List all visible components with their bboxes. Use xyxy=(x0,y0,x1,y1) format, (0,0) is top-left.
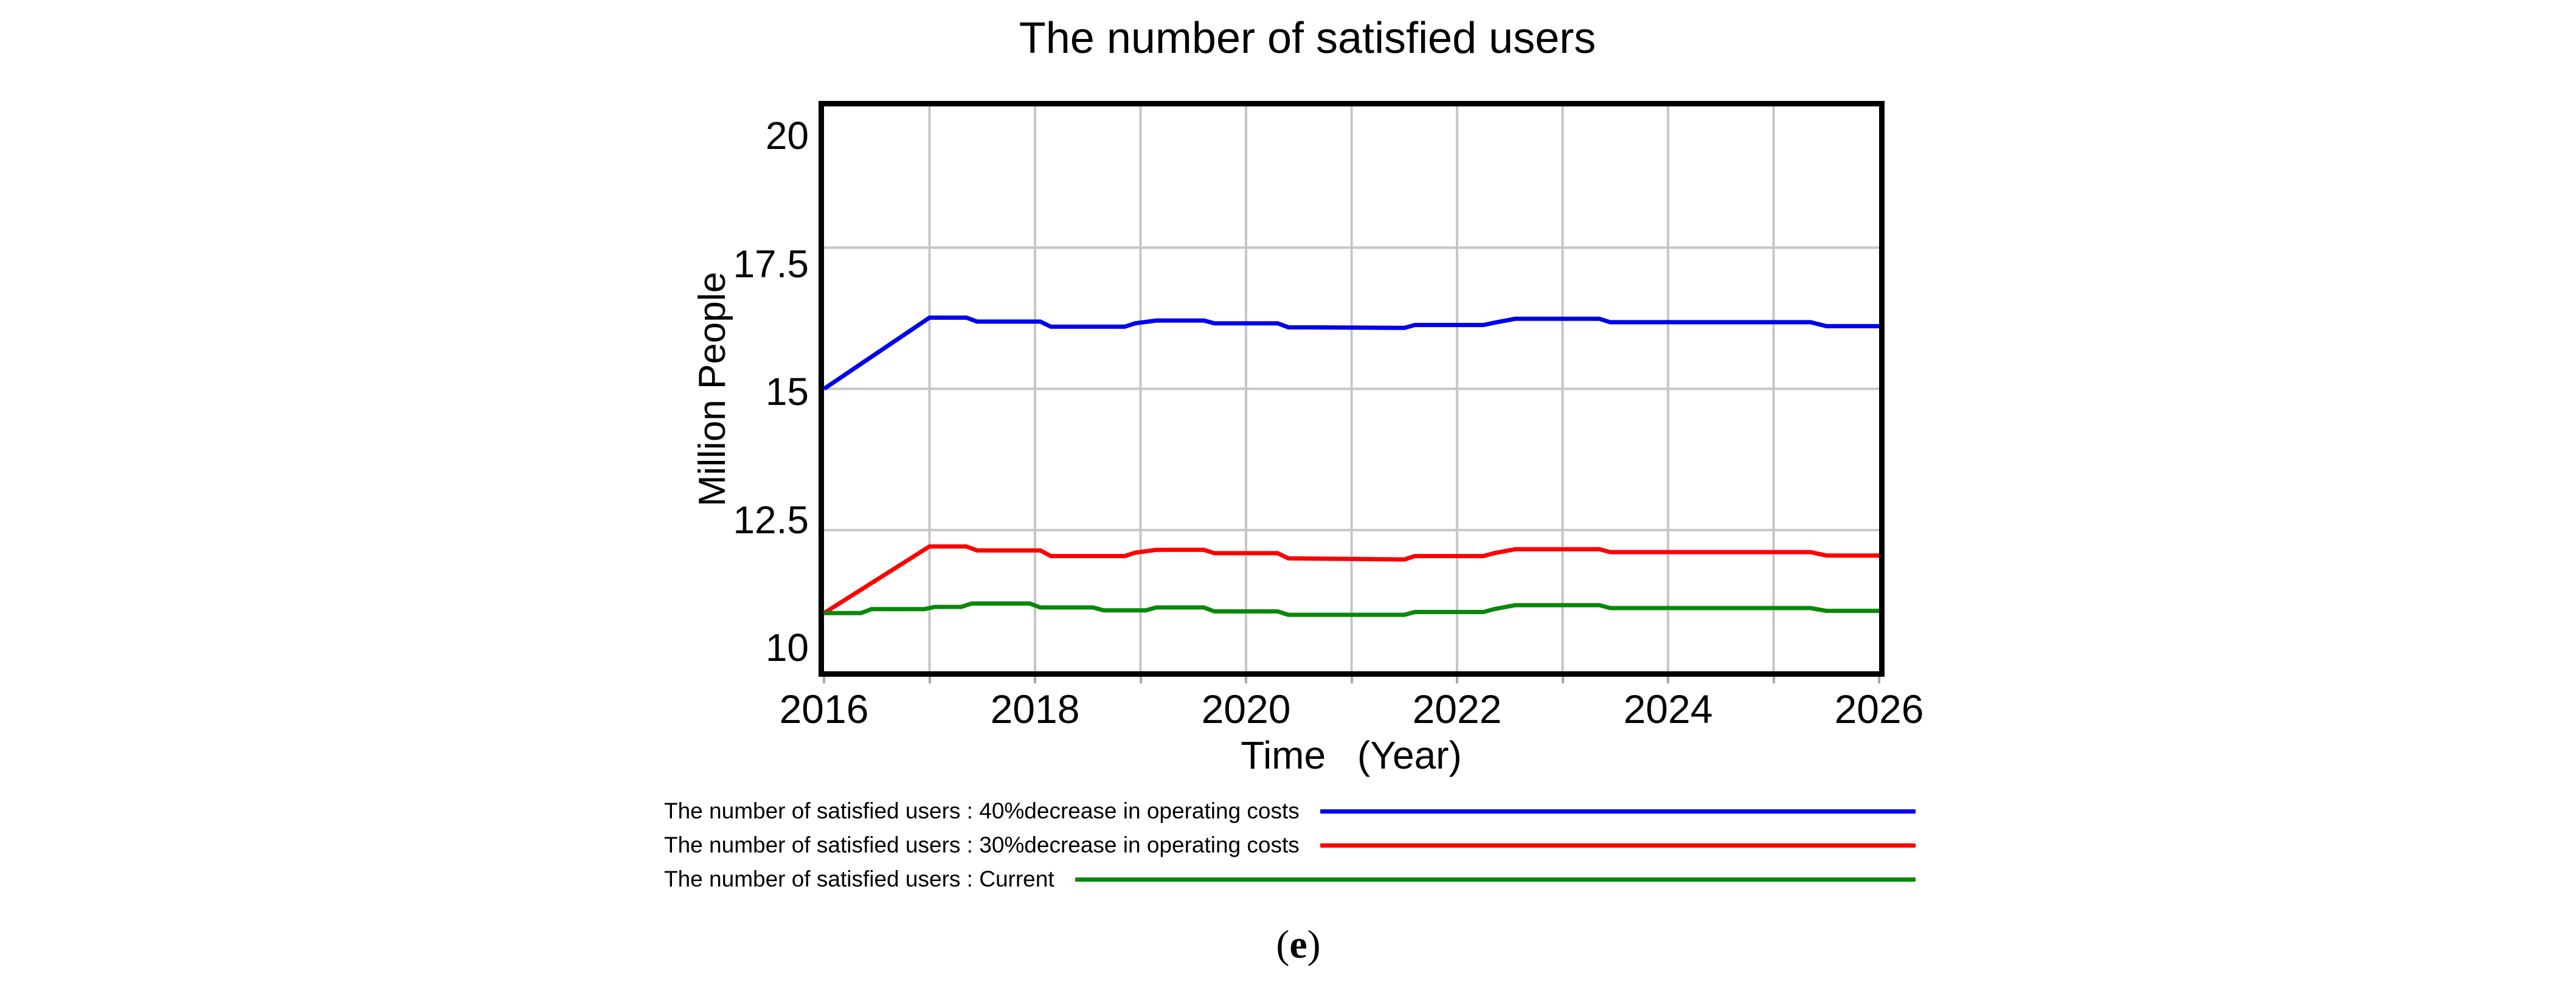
plot-canvas xyxy=(823,106,1879,671)
caption-open-paren: ( xyxy=(1276,922,1290,967)
legend-line-swatch xyxy=(1320,843,1916,848)
y-tick-label: 10 xyxy=(765,625,809,669)
caption-close-paren: ) xyxy=(1307,922,1321,967)
series-line-0 xyxy=(823,315,1879,391)
legend-label: The number of satisfied users : 40%decre… xyxy=(664,798,1300,823)
x-axis-tick-mark xyxy=(823,677,825,683)
series-line-2 xyxy=(824,601,1879,617)
subfigure-caption: (e) xyxy=(1207,922,1390,968)
x-tick-label: 2018 xyxy=(990,686,1080,731)
x-axis-tick-mark xyxy=(1456,677,1458,683)
x-axis-tick-mark xyxy=(1139,677,1142,683)
chart-title: The number of satisfied users xyxy=(1019,14,1596,63)
x-axis-tick-mark xyxy=(1245,677,1247,683)
x-tick-label: 2024 xyxy=(1623,686,1713,731)
x-tick-label: 2022 xyxy=(1412,686,1502,731)
legend-row-0: The number of satisfied users : 40%decre… xyxy=(664,794,1916,828)
legend: The number of satisfied users : 40%decre… xyxy=(664,794,1916,896)
caption-letter: e xyxy=(1289,922,1307,967)
y-tick-label: 17.5 xyxy=(733,241,809,286)
legend-label: The number of satisfied users : Current xyxy=(664,866,1054,891)
x-axis-tick-mark xyxy=(1772,677,1775,683)
series-line-1 xyxy=(823,544,1879,615)
legend-line-swatch xyxy=(1320,809,1916,814)
x-tick-label: 2026 xyxy=(1834,686,1924,731)
x-tick-label: 2016 xyxy=(779,686,869,731)
y-tick-label: 20 xyxy=(765,114,809,158)
legend-row-2: The number of satisfied users : Current xyxy=(664,862,1916,896)
y-tick-label: 12.5 xyxy=(733,497,809,542)
x-axis-tick-mark xyxy=(1878,677,1880,683)
y-axis-tick-labels: 20 17.5 15 12.5 10 xyxy=(626,106,809,671)
legend-row-1: The number of satisfied users : 30%decre… xyxy=(664,828,1916,862)
x-axis-tick-mark xyxy=(1561,677,1564,683)
x-axis-tick-mark xyxy=(1034,677,1036,683)
legend-label: The number of satisfied users : 30%decre… xyxy=(664,832,1300,857)
y-tick-label: 15 xyxy=(765,370,809,414)
x-axis-title: Time (Year) xyxy=(1241,733,1462,777)
x-axis-tick-mark xyxy=(1667,677,1669,683)
x-axis-tick-mark xyxy=(1350,677,1353,683)
legend-line-swatch xyxy=(1075,877,1916,882)
plot-area xyxy=(819,101,1885,677)
x-tick-label: 2020 xyxy=(1201,686,1291,731)
x-axis-tick-mark xyxy=(928,677,931,683)
